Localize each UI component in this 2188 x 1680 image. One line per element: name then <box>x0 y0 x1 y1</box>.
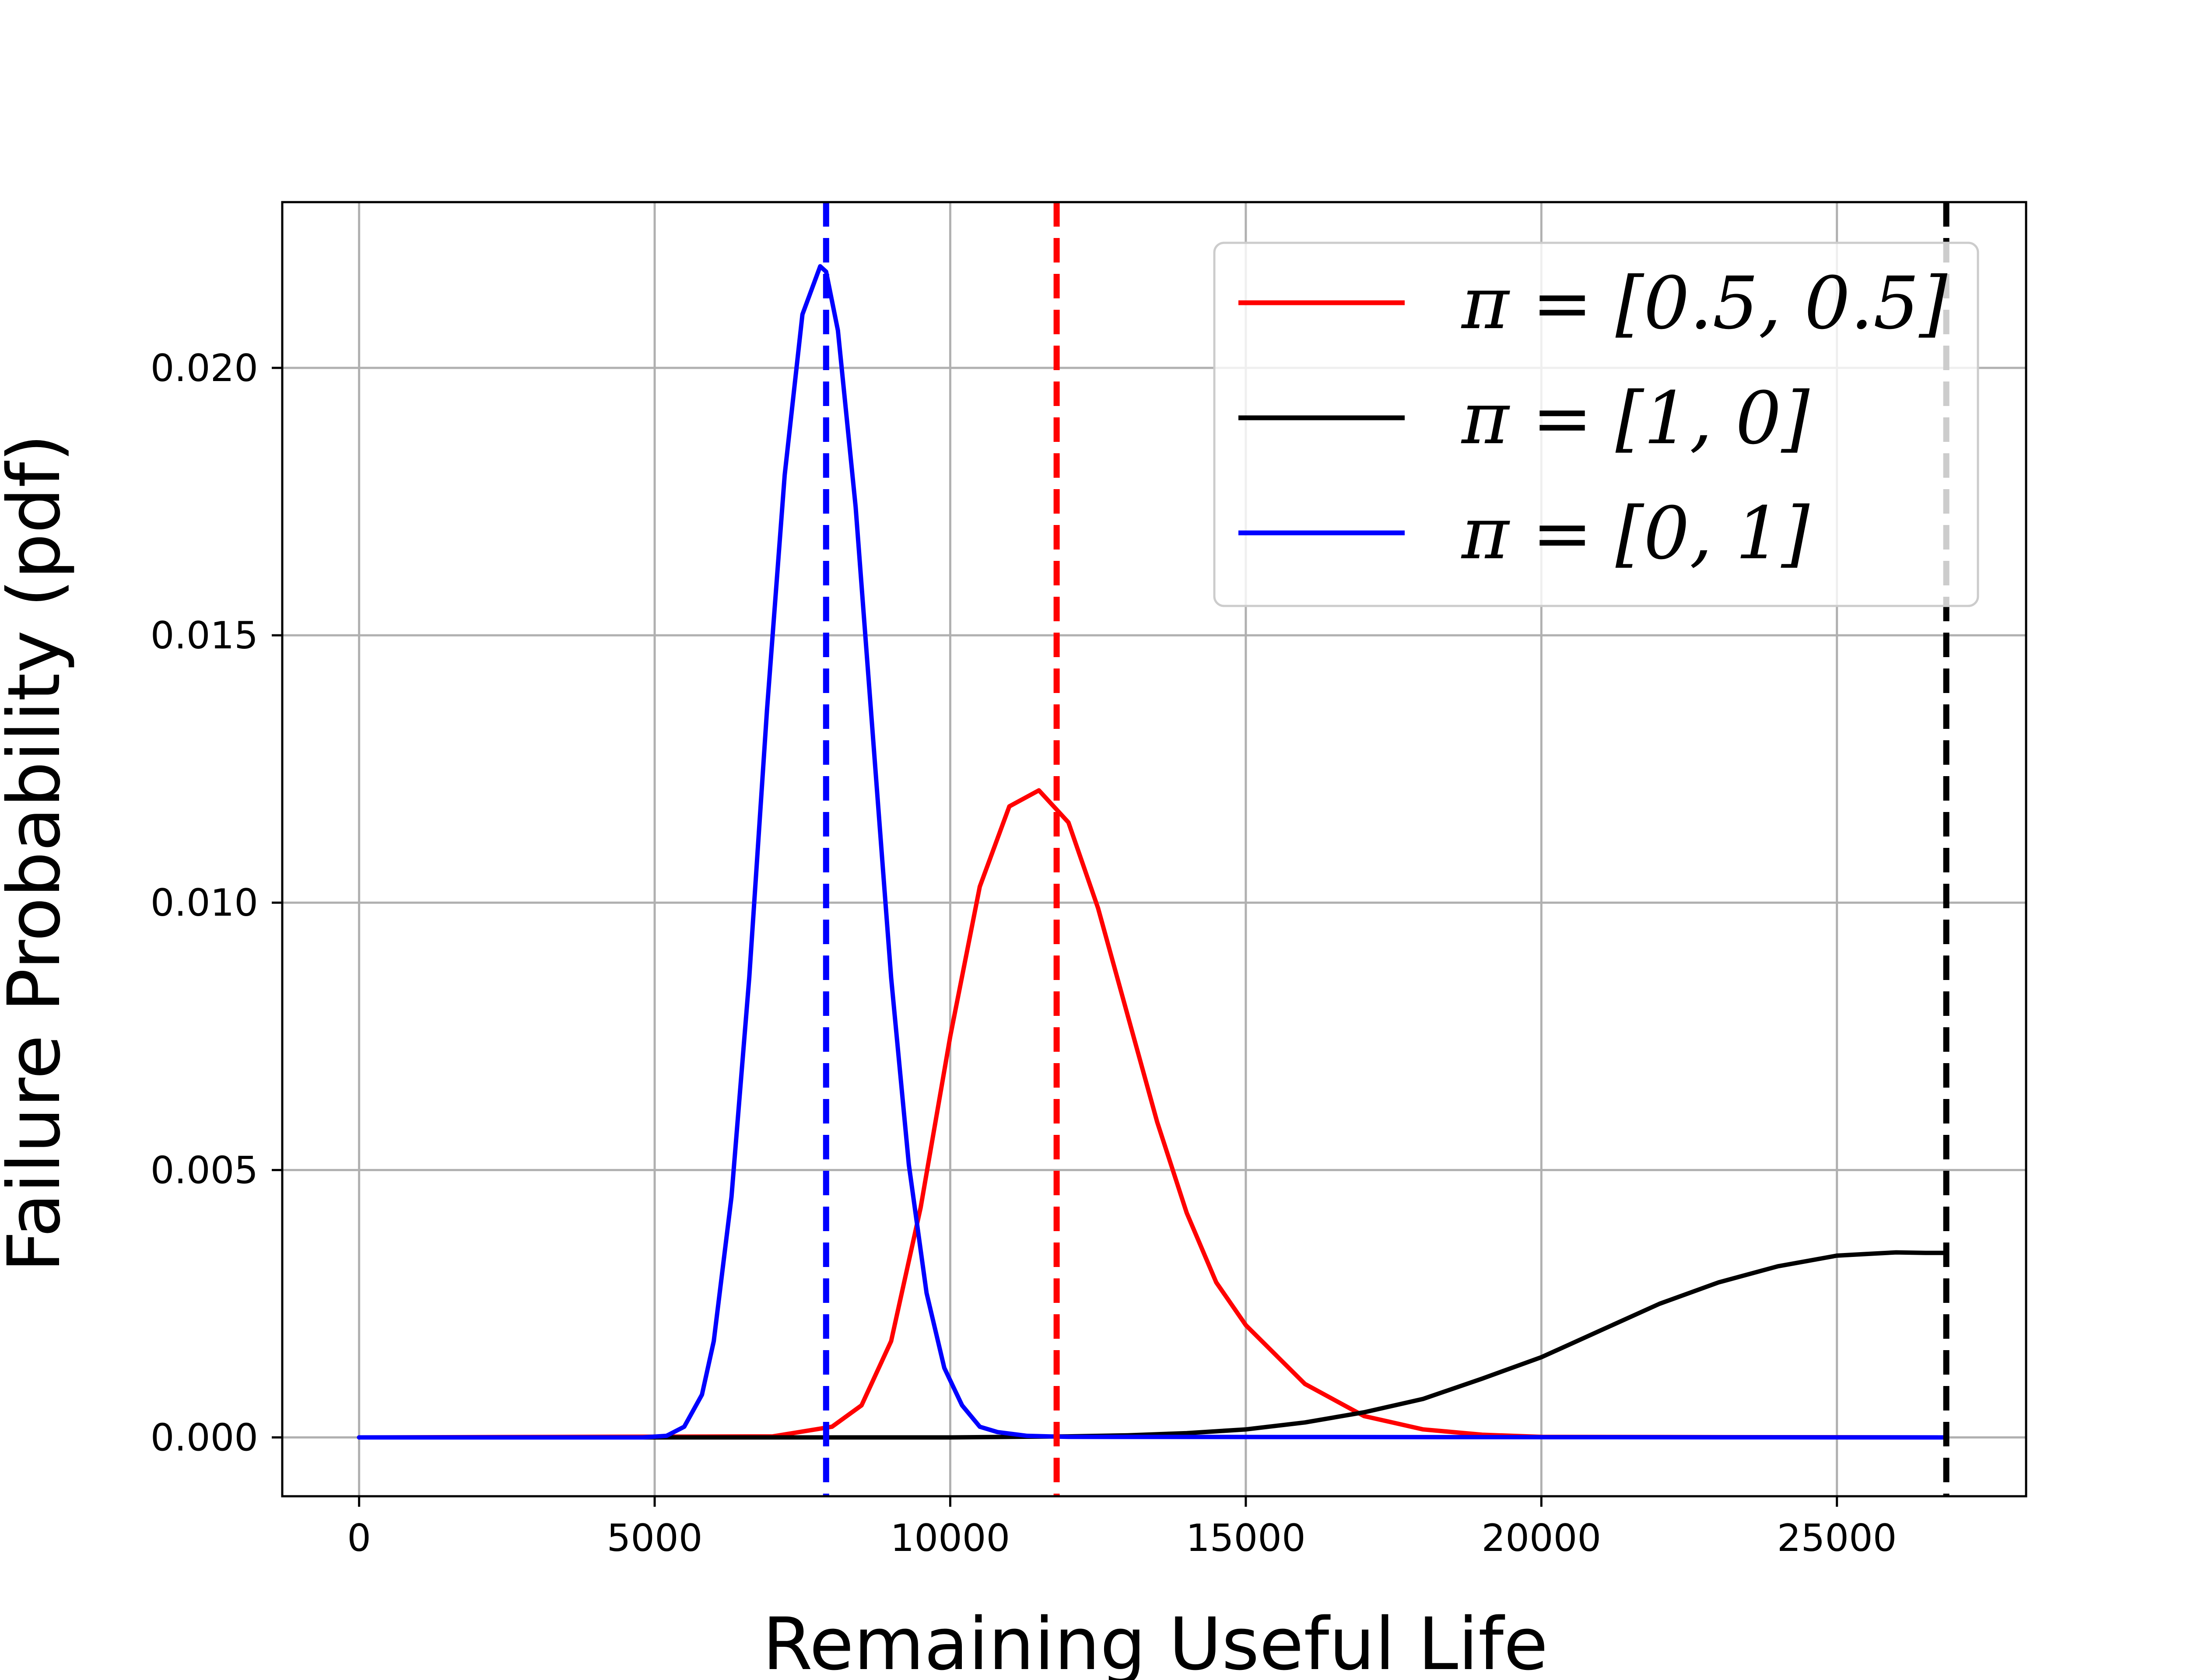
y-tick-label: 0.010 <box>151 881 258 925</box>
x-tick-label: 20000 <box>1482 1516 1602 1560</box>
legend-label-blue: π = [0, 1] <box>1461 491 1810 575</box>
series-line-blue <box>357 264 1946 1440</box>
y-tick-label: 0.015 <box>151 614 258 658</box>
plot-frame <box>281 201 2027 1498</box>
y-tick-label: 0.000 <box>151 1416 258 1460</box>
legend: π = [0.5, 0.5] π = [1, 0] π = [0, 1] <box>1213 242 1979 607</box>
y-tick-label: 0.005 <box>151 1148 258 1192</box>
x-tick-label: 5000 <box>607 1516 703 1560</box>
y-axis-label: Failure Probability (pdf) <box>0 434 76 1272</box>
legend-box <box>1213 242 1979 607</box>
legend-label-red: π = [0.5, 0.5] <box>1461 261 1948 345</box>
x-tick-label: 15000 <box>1186 1516 1306 1560</box>
x-axis-label: Remaining Useful Life <box>762 1602 1548 1680</box>
series-line-red <box>357 788 1946 1440</box>
x-tick-label: 0 <box>347 1516 371 1560</box>
legend-label-black: π = [1, 0] <box>1461 376 1810 460</box>
series-group <box>357 264 1946 1440</box>
y-tick-label: 0.020 <box>151 346 258 390</box>
x-tick-label: 10000 <box>891 1516 1010 1560</box>
x-tick-label: 25000 <box>1777 1516 1897 1560</box>
ticks: 0 5000 10000 15000 20000 25000 0.000 0.005 0.010… <box>151 346 1897 1560</box>
